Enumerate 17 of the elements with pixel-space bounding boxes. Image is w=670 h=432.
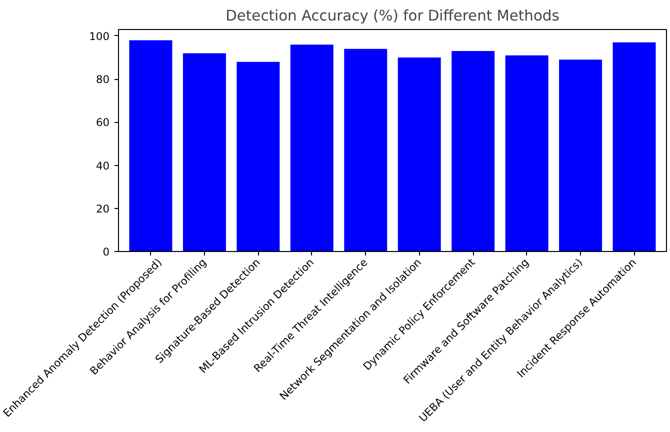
bar — [129, 40, 172, 252]
bar — [236, 62, 280, 252]
y-tick-label: 100 — [89, 30, 110, 43]
y-tick-label: 60 — [96, 116, 110, 130]
y-tick-label: 0 — [102, 246, 110, 258]
bar — [398, 58, 441, 252]
y-tick-label: 80 — [96, 73, 110, 86]
bar — [505, 55, 548, 252]
bar — [612, 42, 656, 252]
bar — [182, 53, 226, 252]
y-tick-label: 20 — [96, 202, 110, 216]
y-tick-label: 40 — [96, 159, 110, 172]
bar — [290, 44, 334, 252]
chart-title: Detection Accuracy (%) for Different Methods — [226, 8, 560, 24]
bar — [344, 48, 388, 252]
bar — [452, 51, 495, 252]
bar — [559, 60, 602, 252]
